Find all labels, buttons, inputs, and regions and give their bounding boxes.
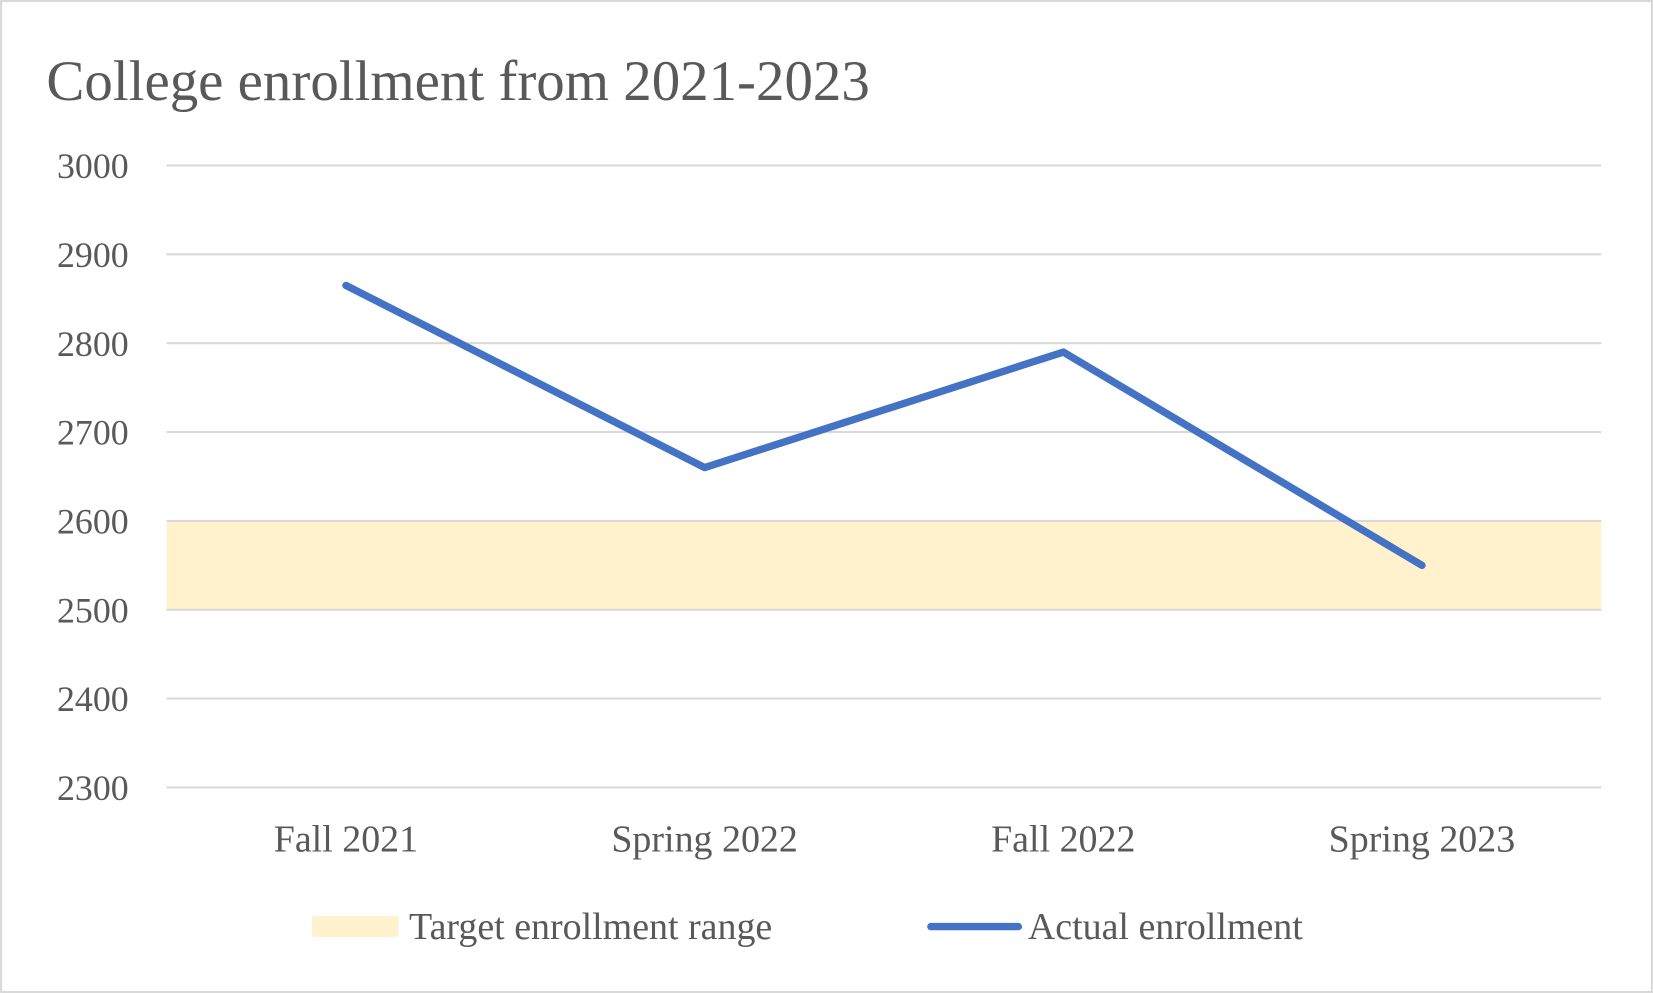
chart-title: College enrollment from 2021-2023 [46,50,869,113]
y-tick-label: 2900 [57,235,129,275]
legend: Target enrollment range Actual enrollmen… [312,906,1303,948]
x-tick-label: Fall 2022 [991,819,1135,861]
x-tick-label: Spring 2022 [611,819,798,861]
target-range-band [166,520,1602,610]
y-tick-label: 2500 [57,590,129,630]
x-tick-label: Fall 2021 [274,819,418,861]
y-tick-label: 2600 [57,502,129,542]
legend-swatch-target-range [312,916,399,938]
y-tick-label: 2800 [57,324,129,364]
legend-label-actual: Actual enrollment [1028,906,1303,948]
legend-label-target-range: Target enrollment range [409,906,772,948]
y-tick-label: 2400 [57,679,129,719]
series-line-actual-enrollment [342,281,1426,570]
y-tick-label: 2700 [57,413,129,453]
x-tick-label: Spring 2023 [1329,819,1516,861]
y-tick-label: 2300 [57,768,129,808]
y-tick-label: 3000 [57,146,129,186]
